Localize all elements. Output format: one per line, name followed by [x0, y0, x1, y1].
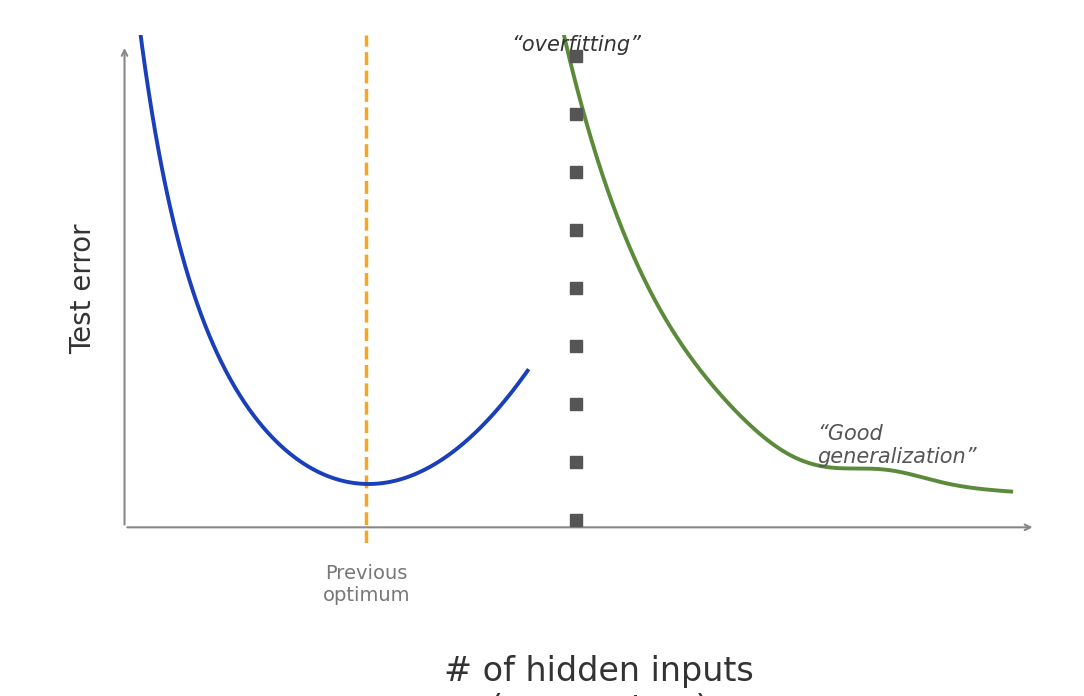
Text: Previous
optimum: Previous optimum — [323, 564, 410, 605]
Y-axis label: Test error: Test error — [69, 223, 98, 354]
Text: “Good
generalization”: “Good generalization” — [817, 424, 978, 467]
Text: “overfitting”: “overfitting” — [511, 35, 641, 55]
X-axis label: # of hidden inputs
(parameters): # of hidden inputs (parameters) — [444, 655, 753, 696]
